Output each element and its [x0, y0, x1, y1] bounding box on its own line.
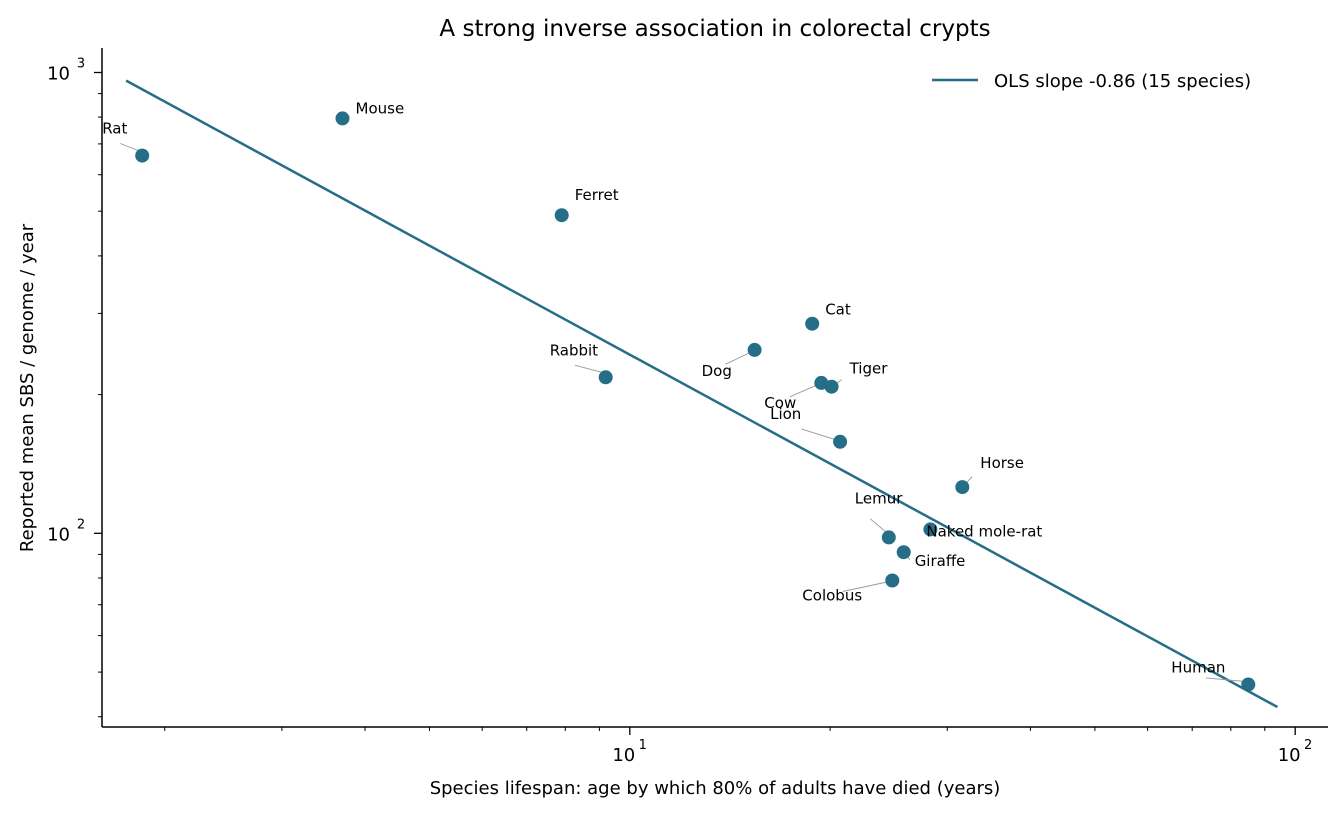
point-label-ferret: Ferret: [575, 186, 619, 204]
point-label-tiger: Tiger: [849, 360, 889, 378]
x-axis-ticks: 10 1 10 2: [164, 727, 1312, 766]
leader-line-colobus: [842, 581, 890, 592]
point-label-human: Human: [1171, 659, 1225, 677]
point-label-cow: Cow: [764, 394, 796, 412]
data-point-lemur: [881, 530, 896, 545]
x-tick-exponent: 2: [1304, 738, 1312, 753]
point-label-lion: Lion: [770, 405, 801, 423]
y-tick-exponent: 2: [77, 517, 85, 532]
y-tick-exponent: 3: [77, 57, 85, 72]
y-axis-label: Reported mean SBS / genome / year: [17, 223, 38, 552]
data-point-cat: [805, 316, 820, 331]
x-tick-exponent: 1: [639, 738, 647, 753]
leader-line-lion: [801, 428, 837, 441]
data-point-colobus: [885, 573, 900, 588]
data-point-cow: [814, 375, 829, 390]
leader-line-rat: [120, 143, 139, 152]
x-tick-label: 10: [612, 745, 635, 766]
point-label-colobus: Colobus: [802, 587, 862, 605]
point-label-rabbit: Rabbit: [550, 341, 598, 359]
leader-line-human: [1205, 677, 1246, 682]
ols-fit-line: [125, 79, 1278, 709]
chart-title: A strong inverse association in colorect…: [439, 16, 990, 42]
point-label-horse: Horse: [980, 454, 1024, 472]
point-label-mouse: Mouse: [356, 99, 405, 117]
data-point-human: [1241, 677, 1256, 692]
point-label-rat: Rat: [102, 120, 127, 138]
point-label-cat: Cat: [825, 301, 851, 319]
x-tick-label: 10: [1278, 745, 1301, 766]
point-label-giraffe: Giraffe: [915, 552, 966, 570]
data-point-mouse: [335, 111, 350, 126]
y-tick-label: 10: [47, 64, 70, 85]
data-point-horse: [955, 480, 970, 495]
leader-line-dog: [725, 352, 750, 365]
point-label-naked-mole-rat: Naked mole-rat: [926, 522, 1042, 540]
leader-line-cow: [789, 384, 818, 398]
x-axis-label: Species lifespan: age by which 80% of ad…: [430, 778, 1001, 799]
legend: OLS slope -0.86 (15 species): [932, 71, 1251, 92]
point-label-lemur: Lemur: [855, 489, 903, 507]
data-point-rat: [135, 148, 150, 163]
data-point-ferret: [554, 208, 569, 223]
leader-line-rabbit: [574, 364, 602, 373]
data-point-dog: [747, 342, 762, 357]
data-point-naked-mole-rat: [923, 522, 938, 537]
data-point-lion: [833, 434, 848, 449]
point-label-dog: Dog: [702, 362, 732, 380]
y-tick-label: 10: [47, 524, 70, 545]
legend-label: OLS slope -0.86 (15 species): [994, 71, 1251, 92]
y-axis-ticks: 10 2 10 3: [47, 57, 102, 718]
data-point-rabbit: [598, 370, 613, 385]
data-point-giraffe: [896, 545, 911, 560]
